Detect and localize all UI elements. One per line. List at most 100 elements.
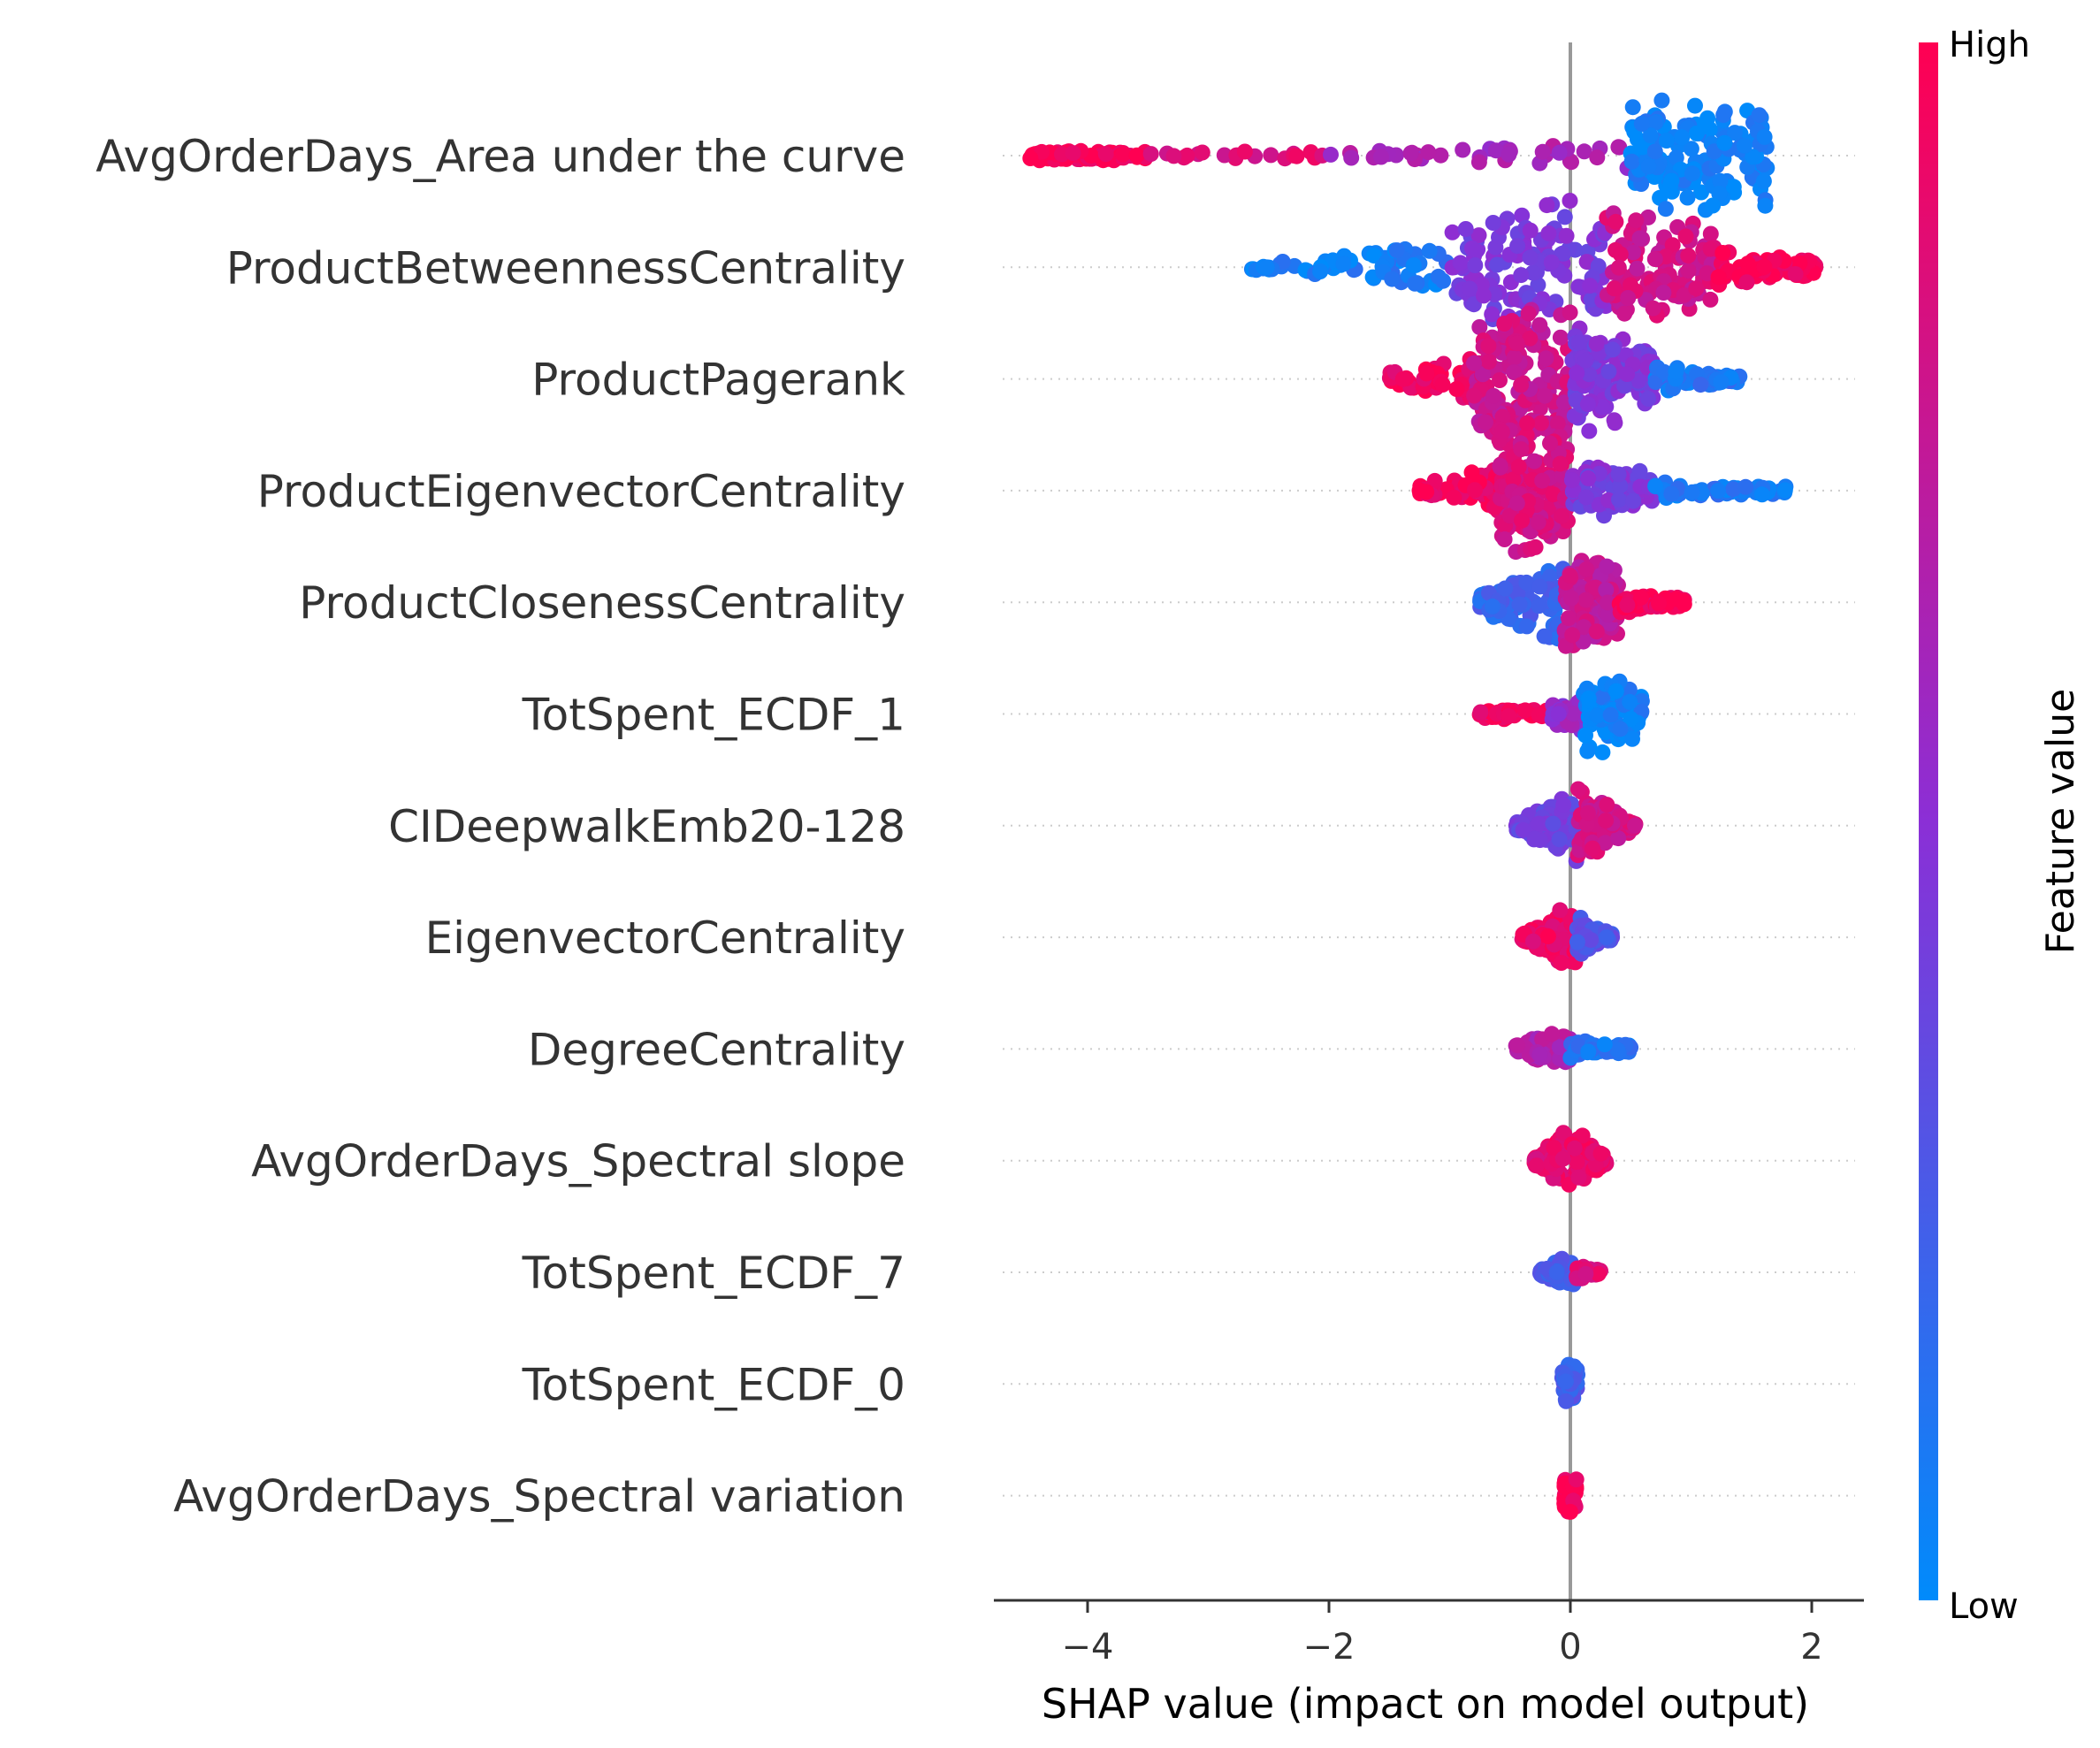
shap-point xyxy=(1480,338,1497,355)
feature-label: CIDeepwalkEmb20-128 xyxy=(388,801,905,852)
shap-point xyxy=(1562,304,1578,321)
shap-point xyxy=(1738,274,1755,291)
shap-point xyxy=(1625,492,1642,509)
shap-point xyxy=(1684,484,1700,500)
shap-point xyxy=(1487,142,1504,159)
feature-label: AvgOrderDays_Spectral variation xyxy=(173,1471,905,1523)
shap-point xyxy=(1580,1043,1597,1060)
shap-point xyxy=(1646,251,1663,267)
shap-point xyxy=(1713,374,1730,391)
shap-point xyxy=(1751,107,1768,124)
shap-point xyxy=(1577,489,1594,506)
shap-point xyxy=(1589,149,1606,166)
shap-point xyxy=(1526,453,1543,469)
shap-point xyxy=(1509,238,1526,255)
shap-point xyxy=(1612,246,1629,263)
x-axis-title: SHAP value (impact on model output) xyxy=(1042,1680,1809,1728)
shap-point xyxy=(1610,466,1627,483)
x-tick-label: 0 xyxy=(1559,1627,1581,1668)
shap-point xyxy=(1466,387,1483,404)
shap-point xyxy=(1598,582,1615,599)
shap-point xyxy=(1546,1140,1562,1156)
shap-point xyxy=(1577,592,1594,608)
shap-point xyxy=(1725,179,1742,195)
shap-point xyxy=(1485,387,1502,404)
shap-point xyxy=(1514,512,1531,529)
shap-point xyxy=(1646,114,1663,131)
x-axis: −4 −2 0 2 xyxy=(994,1599,1864,1668)
shap-point xyxy=(1655,285,1672,301)
shap-point xyxy=(1569,934,1585,950)
shap-point xyxy=(1651,595,1667,612)
shap-point xyxy=(1570,334,1587,351)
shap-point xyxy=(1530,277,1546,294)
shap-point xyxy=(1452,255,1469,271)
shap-point xyxy=(1555,394,1572,411)
shap-point xyxy=(1647,478,1664,494)
shap-point xyxy=(1600,363,1617,380)
feature-label: AvgOrderDays_Area under the curve xyxy=(95,131,905,182)
shap-point xyxy=(1487,239,1504,256)
shap-point xyxy=(1580,691,1597,707)
shap-point xyxy=(1640,391,1657,407)
shap-point xyxy=(1513,377,1530,393)
shap-point xyxy=(1065,145,1081,162)
shap-point xyxy=(1633,115,1650,132)
shap-point xyxy=(1022,150,1039,166)
shap-point xyxy=(1577,727,1593,744)
shap-point xyxy=(1551,144,1568,161)
shap-point xyxy=(1582,278,1599,294)
shap-point xyxy=(1620,290,1637,306)
shap-point xyxy=(1466,482,1483,499)
feature-label: AvgOrderDays_Spectral slope xyxy=(251,1136,905,1187)
shap-point xyxy=(1609,1042,1626,1058)
shap-point xyxy=(1592,1145,1609,1162)
shap-point xyxy=(1557,1373,1574,1390)
shap-point xyxy=(1518,574,1535,591)
shap-point xyxy=(1194,144,1210,161)
shap-point xyxy=(1549,415,1566,431)
shap-point xyxy=(1611,492,1627,508)
shap-point xyxy=(1705,197,1722,214)
shap-point xyxy=(1510,458,1527,475)
shap-point xyxy=(1534,472,1551,489)
shap-point xyxy=(1616,378,1633,394)
shap-point xyxy=(1522,330,1539,347)
shap-point xyxy=(1555,1125,1572,1141)
shap-point xyxy=(1530,514,1546,531)
shap-point xyxy=(1511,596,1528,613)
shap-point xyxy=(1580,469,1597,486)
shap-point xyxy=(1577,352,1594,369)
colorbar-gradient xyxy=(1919,42,1938,1600)
feature-label: DegreeCentrality xyxy=(528,1024,905,1075)
shap-point xyxy=(1570,1169,1587,1186)
shap-point xyxy=(1552,455,1569,472)
shap-point xyxy=(1552,329,1569,346)
shap-point xyxy=(1562,1503,1578,1520)
shap-point xyxy=(1470,154,1487,171)
shap-point xyxy=(1462,280,1478,297)
shap-point xyxy=(1216,147,1233,164)
shap-point xyxy=(1566,1140,1583,1156)
shap-point xyxy=(1757,197,1774,214)
feature-label: TotSpent_ECDF_1 xyxy=(522,690,905,741)
shap-point xyxy=(1179,147,1195,164)
row-guide-lines xyxy=(1003,155,1855,1497)
shap-point xyxy=(1583,932,1600,949)
shap-point xyxy=(1645,300,1661,317)
shap-point xyxy=(1561,610,1577,627)
shap-point xyxy=(1446,489,1462,506)
shap-point xyxy=(1737,137,1753,154)
shap-point xyxy=(1679,189,1696,206)
shap-point xyxy=(1562,193,1578,209)
shap-point xyxy=(1468,243,1485,259)
shap-point xyxy=(1552,902,1569,919)
shap-point xyxy=(1663,172,1680,189)
shap-point xyxy=(1569,364,1585,381)
shap-point xyxy=(1528,1157,1545,1174)
shap-point xyxy=(1727,125,1743,141)
shap-point xyxy=(1472,704,1489,721)
shap-point xyxy=(1693,184,1709,201)
shap-point xyxy=(1569,781,1586,798)
shap-point xyxy=(1716,134,1733,151)
